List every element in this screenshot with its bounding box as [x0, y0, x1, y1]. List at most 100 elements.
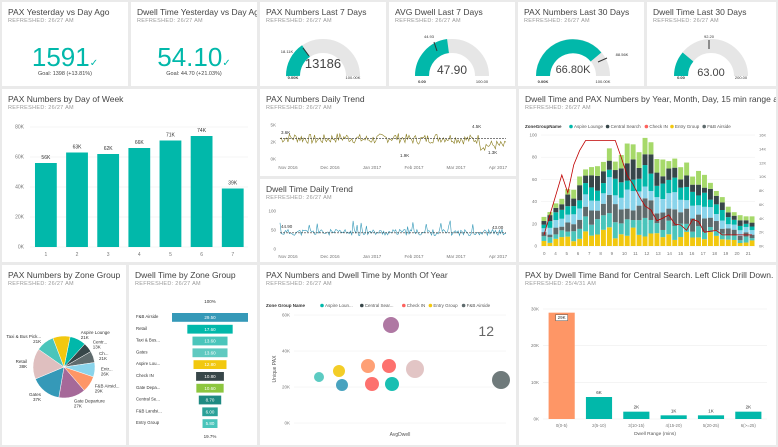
x-tick-label: 4: [554, 251, 557, 256]
x-tick-label: 15: [678, 251, 684, 256]
stacked-bar-segment: [595, 175, 600, 191]
stacked-bar-segment: [636, 178, 642, 192]
stacked-bar-segment: [606, 160, 612, 170]
stacked-bar-segment: [684, 200, 690, 209]
stacked-bar-segment: [678, 237, 684, 246]
stacked-bar-segment: [702, 239, 707, 246]
y-tick-label: 2K: [270, 140, 276, 145]
stacked-bar-segment: [672, 192, 678, 210]
stacked-bar-segment: [559, 230, 565, 238]
stacked-bar-segment: [666, 220, 672, 235]
stacked-bar-segment: [547, 234, 553, 238]
y-tick-label: 0K: [18, 245, 25, 251]
gauge-avg-7[interactable]: AVG Dwell Last 7 Days REFRESHED: 26/27 A…: [389, 2, 515, 86]
stacked-bar-segment: [743, 226, 749, 233]
kpi-pax-yesterday[interactable]: PAX Yesterday vs Day Ago REFRESHED: 26/2…: [2, 2, 128, 86]
x-tick-label: 19: [723, 251, 729, 256]
tile-refreshed: REFRESHED: 26/27 AM: [266, 105, 332, 111]
scatter-bubble: [383, 317, 399, 333]
stacked-bar-segment: [642, 186, 648, 199]
stacked-bar-segment: [731, 235, 737, 240]
stacked-bar-segment: [618, 182, 624, 198]
stacked-bar-segment: [589, 187, 594, 201]
stacked-bar-segment: [749, 240, 755, 246]
tile-dwell-by-zone[interactable]: Dwell Time by Zone Group REFRESHED: 26/2…: [129, 265, 257, 445]
stacked-bar-segment: [636, 220, 642, 235]
stacked-bar-segment: [743, 242, 749, 246]
x-tick-label: 3: [107, 252, 110, 258]
pie-slice: [52, 335, 71, 368]
tile-dwell-band[interactable]: PAX by Dwell Time Band for Central Searc…: [519, 265, 776, 445]
stacked-bar-segment: [702, 231, 707, 240]
tile-title: PAX Numbers by Day of Week: [8, 94, 124, 104]
tile-refreshed: REFRESHED: 26/27 AM: [524, 18, 590, 24]
funnel-bar: [172, 313, 248, 322]
stacked-bar-segment: [713, 204, 719, 215]
scatter-bubble: [314, 372, 324, 382]
gauge-target-label: 88.56K: [616, 52, 629, 57]
pie-slice-label: Taxi & Bus Pick...: [6, 334, 41, 339]
stacked-bar-segment: [606, 177, 612, 195]
stacked-bar-segment: [719, 197, 725, 203]
tile-scatter[interactable]: PAX Numbers and Dwell Time by Month Of Y…: [260, 265, 516, 445]
stacked-bar-segment: [624, 189, 630, 209]
tile-title: PAX Numbers Last 30 Days: [524, 7, 630, 17]
legend-dot: [428, 303, 433, 308]
stacked-bar-segment: [583, 231, 589, 246]
y-tick-label: 0K: [284, 421, 290, 426]
x-tick-label: Mar 2017: [446, 254, 466, 259]
tile-pax-by-zone[interactable]: PAX Numbers by Zone Group REFRESHED: 26/…: [2, 265, 126, 445]
gauge-max: 200.00: [735, 75, 748, 80]
gauge-target: [433, 41, 438, 52]
stacked-bar-segment: [672, 158, 678, 168]
funnel-bar: [198, 395, 222, 405]
y-tick-label: 100: [529, 133, 537, 138]
stacked-bar-segment: [731, 212, 737, 216]
stacked-bar-segment: [565, 222, 571, 232]
stacked-bar-segment: [719, 239, 725, 246]
stacked-bar-segment: [660, 183, 666, 199]
stacked-bar-segment: [696, 170, 701, 185]
tile-pax-by-day[interactable]: PAX Numbers by Day of Week REFRESHED: 26…: [2, 89, 257, 262]
stacked-bar-segment: [577, 200, 583, 209]
bar: [128, 148, 151, 247]
stacked-bar-segment: [553, 238, 559, 246]
funnel-bar-value: 29.50: [204, 315, 216, 320]
stacked-bar-segment: [612, 204, 618, 223]
stacked-bar-segment: [565, 236, 571, 246]
stacked-bar-segment: [618, 168, 624, 183]
stacked-bar-segment: [559, 237, 565, 246]
stacked-bar-segment: [690, 218, 696, 232]
y-tick-label: 0: [534, 244, 537, 249]
tile-pax-daily-trend[interactable]: PAX Numbers Daily Trend REFRESHED: 26/27…: [260, 89, 516, 176]
gauge-pax-7[interactable]: PAX Numbers Last 7 Days REFRESHED: 26/27…: [260, 2, 386, 86]
stacked-bar-segment: [690, 205, 696, 219]
stacked-bar-segment: [713, 230, 719, 236]
tile-dwell-pax-combo[interactable]: Dwell Time and PAX Numbers by Year, Mont…: [519, 89, 776, 262]
kpi-value: 54.10: [157, 42, 223, 72]
legend-item: Aspire Lounge: [574, 124, 604, 129]
stacked-bar-segment: [595, 200, 600, 211]
tile-dwell-daily-trend[interactable]: Dwell Time Daily Trend REFRESHED: 26/27 …: [260, 179, 516, 262]
stacked-bar-segment: [600, 161, 606, 172]
gauge-pax-30[interactable]: PAX Numbers Last 30 Days REFRESHED: 26/2…: [518, 2, 644, 86]
pie-slice-label: Aspire Lounge: [81, 330, 111, 335]
y-tick-label: 60K: [15, 155, 25, 161]
stacked-bar-segment: [690, 176, 696, 185]
legend-item: F&B Airside: [467, 303, 491, 308]
x-tick-label: 14: [667, 251, 673, 256]
y-tick-label: 80K: [15, 125, 25, 131]
stacked-bar-segment: [696, 226, 701, 238]
bar-data-label: 2K: [634, 405, 640, 410]
legend-item: Aspire Loun...: [325, 303, 353, 308]
stacked-bar-segment: [600, 203, 606, 216]
x-tick-label: 2: [76, 252, 79, 258]
gauge-value: 66.80K: [556, 64, 592, 76]
stacked-bar-segment: [719, 210, 725, 221]
gauge-target: [597, 57, 608, 63]
tile-title: Dwell Time Last 30 Days: [653, 7, 747, 17]
kpi-dwell-yesterday[interactable]: Dwell Time Yesterday vs Day Ago REFRESHE…: [131, 2, 257, 86]
y-tick-label: 40K: [282, 349, 290, 354]
gauge-svg: 47.90 0.00 100.00 44.93: [414, 34, 489, 84]
gauge-dwell-30[interactable]: Dwell Time Last 30 Days REFRESHED: 26/27…: [647, 2, 776, 86]
